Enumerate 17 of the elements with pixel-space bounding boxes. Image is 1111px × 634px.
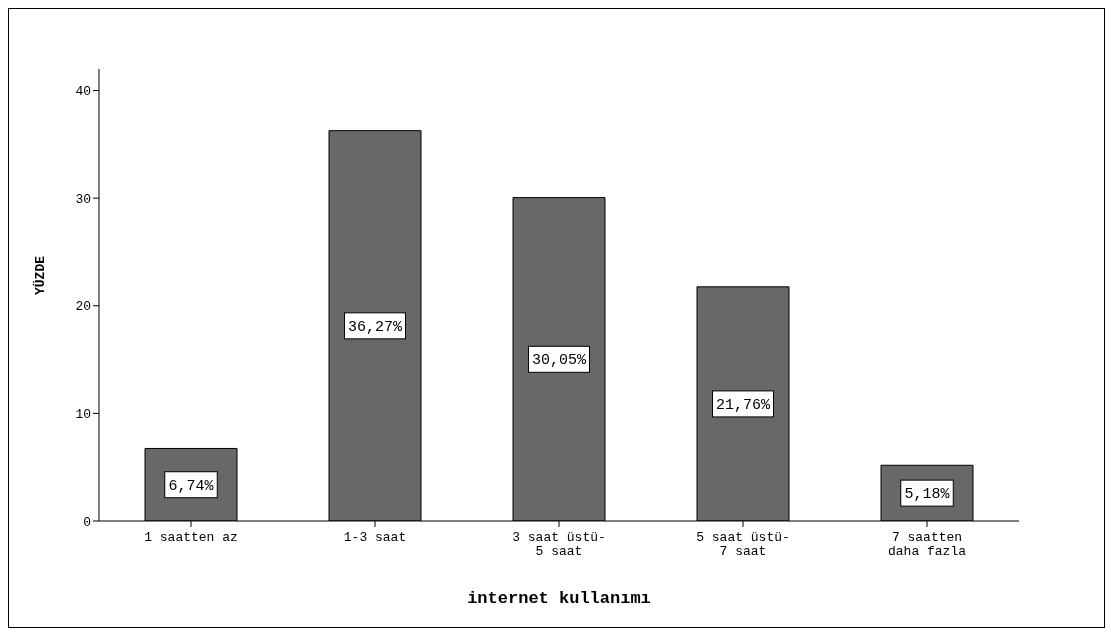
x-tick-label: 7 saatten daha fazla xyxy=(887,530,967,559)
y-tick-label: 20 xyxy=(75,299,91,315)
data-label: 30,05% xyxy=(531,352,587,370)
data-label: 5,18% xyxy=(904,486,951,504)
data-label: 6,74% xyxy=(168,477,215,495)
x-tick-label: 1 saatten az xyxy=(144,530,238,545)
y-tick-label: 30 xyxy=(75,191,91,207)
y-axis-title: YÜZDE xyxy=(31,255,48,295)
x-tick-label: 1-3 saat xyxy=(343,530,407,545)
x-tick-label: 5 saat üstü-7 saat xyxy=(696,530,790,559)
data-label: 21,76% xyxy=(715,396,771,414)
data-label: 36,27% xyxy=(347,318,403,336)
y-tick-label: 0 xyxy=(83,514,91,530)
y-tick-label: 10 xyxy=(75,407,91,422)
x-axis-title: internet kullanımı xyxy=(467,589,651,608)
x-tick-label: 3 saat üstü-5 saat xyxy=(512,530,606,559)
y-tick-label: 40 xyxy=(75,84,91,100)
